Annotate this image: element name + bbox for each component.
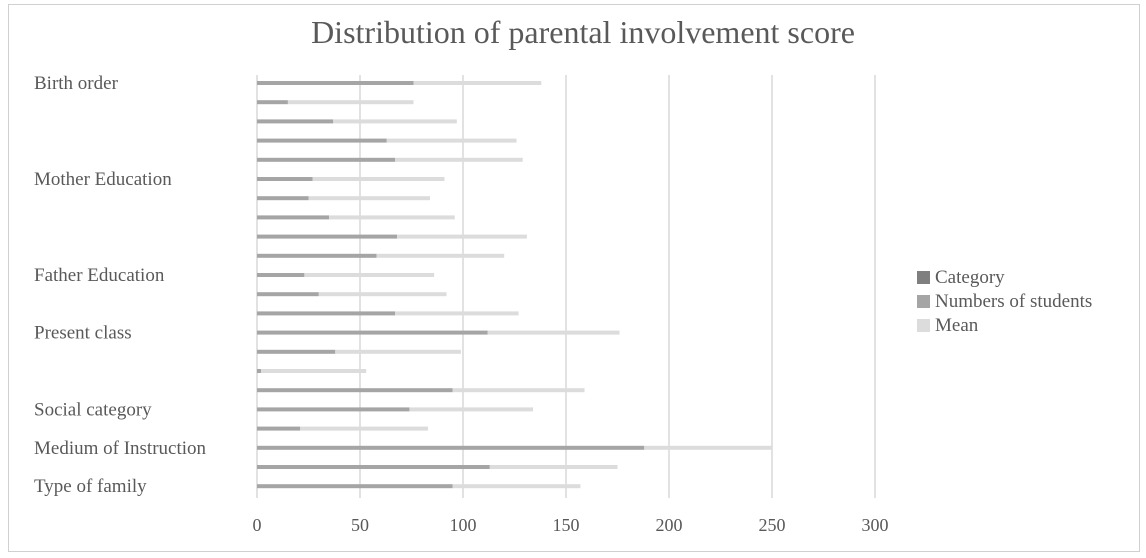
bar-mean [313, 177, 445, 181]
bar-numbers-of-students [257, 292, 319, 296]
bar-numbers-of-students [257, 215, 329, 219]
bar-mean [329, 215, 455, 219]
category-label: Present class [34, 323, 132, 344]
bar-numbers-of-students [257, 177, 313, 181]
bar-mean [644, 446, 772, 450]
x-tick-label: 150 [553, 515, 580, 535]
bar-numbers-of-students [257, 484, 453, 488]
bar-mean [376, 254, 504, 258]
bar-numbers-of-students [257, 407, 409, 411]
bar-numbers-of-students [257, 465, 490, 469]
bar-mean [409, 407, 533, 411]
bar-mean [309, 196, 431, 200]
x-tick-label: 200 [656, 515, 683, 535]
bar-numbers-of-students [257, 273, 304, 277]
bar-mean [300, 427, 428, 431]
category-labels: Birth order Mother Education Father Educat… [34, 73, 207, 497]
x-tick-label: 100 [450, 515, 477, 535]
legend-swatch [917, 295, 930, 308]
bar-numbers-of-students [257, 158, 395, 162]
category-label: Birth order [34, 73, 119, 94]
bar-mean [335, 350, 461, 354]
chart-frame: Distribution of parental involvement sco… [8, 4, 1140, 552]
x-tick-label: 250 [759, 515, 786, 535]
bars [257, 81, 772, 488]
bar-numbers-of-students [257, 331, 488, 335]
bar-numbers-of-students [257, 81, 414, 85]
category-label: Medium of Instruction [34, 438, 207, 459]
bar-numbers-of-students [257, 427, 300, 431]
chart-svg: Distribution of parental involvement sco… [9, 5, 1141, 553]
category-label: Type of family [34, 476, 147, 497]
bar-mean [395, 311, 519, 315]
chart-title: Distribution of parental involvement sco… [311, 14, 855, 50]
bar-mean [261, 369, 366, 373]
bar-numbers-of-students [257, 235, 397, 239]
legend-swatch [917, 319, 930, 332]
category-label: Father Education [34, 265, 165, 286]
bar-mean [333, 119, 457, 123]
x-tick-label: 300 [862, 515, 889, 535]
bar-mean [488, 331, 620, 335]
bar-numbers-of-students [257, 369, 261, 373]
legend-label: Numbers of students [935, 291, 1092, 312]
bar-numbers-of-students [257, 196, 309, 200]
bar-numbers-of-students [257, 446, 644, 450]
bar-mean [397, 235, 527, 239]
x-axis-tick-labels: 0 50 100 150 200 250 300 [253, 515, 889, 535]
bar-mean [414, 81, 542, 85]
x-tick-label: 0 [253, 515, 262, 535]
bar-numbers-of-students [257, 254, 376, 258]
bar-numbers-of-students [257, 139, 387, 143]
legend-label: Category [935, 267, 1005, 288]
bar-numbers-of-students [257, 119, 333, 123]
category-label: Mother Education [34, 169, 172, 190]
bar-numbers-of-students [257, 100, 288, 104]
legend-label: Mean [935, 315, 979, 336]
bar-mean [395, 158, 523, 162]
bar-mean [319, 292, 447, 296]
bar-mean [453, 388, 585, 392]
bar-mean [288, 100, 414, 104]
bar-mean [490, 465, 618, 469]
legend: Category Numbers of students Mean [917, 267, 1092, 336]
gridlines [257, 75, 875, 498]
bar-mean [304, 273, 434, 277]
legend-swatch [917, 271, 930, 284]
x-tick-label: 50 [351, 515, 369, 535]
bar-numbers-of-students [257, 311, 395, 315]
bar-numbers-of-students [257, 388, 453, 392]
bar-mean [387, 139, 517, 143]
category-label: Social category [34, 399, 152, 420]
bar-mean [453, 484, 581, 488]
bar-numbers-of-students [257, 350, 335, 354]
